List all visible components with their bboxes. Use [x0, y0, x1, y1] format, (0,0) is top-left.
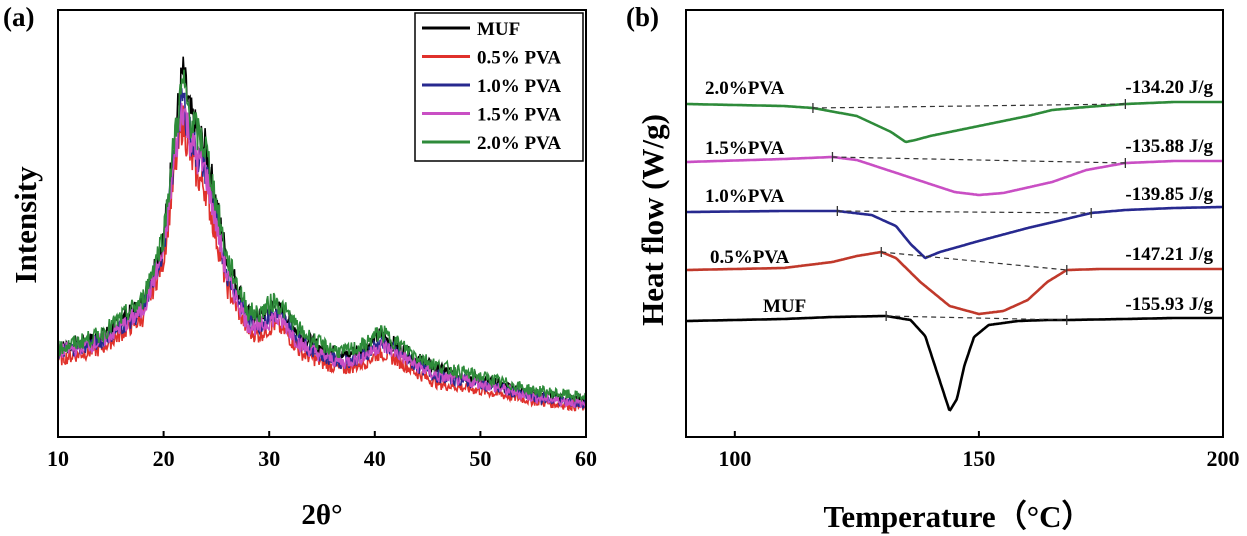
panel-a-plot	[57, 56, 587, 412]
dsc-curve-muf	[686, 314, 1223, 412]
panel-b-xlabel: Temperature（°C）	[824, 499, 1093, 534]
integration-baseline	[886, 315, 1067, 321]
dsc-curve-1-5-pva	[686, 155, 1223, 197]
series-label-1-0-pva: 1.0%PVA	[705, 186, 785, 207]
panel-a-ylabel: Intensity	[8, 166, 43, 284]
legend-label: 2.0% PVA	[477, 133, 561, 154]
panel-a-legend: MUF 0.5% PVA 1.0% PVA 1.5% PVA 2.0% PVA	[414, 12, 584, 162]
series-label-0-5-pva: 0.5%PVA	[710, 247, 790, 268]
series-label-muf: MUF	[763, 296, 806, 317]
x-tick-label: 60	[575, 446, 597, 471]
x-tick-label: 50	[469, 446, 491, 471]
series-label-1-5-pva: 1.5%PVA	[705, 138, 785, 159]
x-tick-label: 30	[258, 446, 280, 471]
panel-b-ylabel: Heat flow (W/g)	[635, 114, 670, 326]
series-line-2-0-pva	[57, 69, 587, 403]
legend-entries: MUF 0.5% PVA 1.0% PVA 1.5% PVA 2.0% PVA	[422, 19, 561, 154]
x-tick-label: 100	[718, 446, 751, 471]
enthalpy-label-1-0-pva: -139.85 J/g	[1125, 184, 1213, 205]
legend-label: 1.5% PVA	[477, 105, 561, 126]
legend-box	[414, 12, 584, 162]
panel-a-label: (a)	[3, 2, 34, 32]
dsc-curve-0-5-pva	[686, 250, 1223, 316]
panel-a: (a) Intensity 2θ° 10 20 30 40 50 60 MUF 0.5% P…	[3, 2, 597, 531]
x-tick-label: 20	[153, 446, 175, 471]
integration-baseline	[832, 156, 1126, 164]
legend-label: MUF	[477, 19, 520, 40]
panel-a-xticks: 10 20 30 40 50 60	[47, 431, 597, 471]
enthalpy-label-muf: -155.93 J/g	[1125, 294, 1213, 315]
panel-b-xticks: 100 150 200	[718, 431, 1240, 471]
integration-baseline	[812, 103, 1126, 109]
panel-a-xlabel: 2θ°	[301, 499, 342, 531]
panel-a-frame	[57, 9, 587, 438]
panel-b-plot: 2.0%PVA -134.20 J/g 1.5%PVA -135.88 J/g 1.0%…	[686, 77, 1223, 412]
panel-b: (b) Heat flow (W/g) Temperature（°C） 2.0%…	[626, 2, 1240, 534]
enthalpy-label-0-5-pva: -147.21 J/g	[1125, 244, 1213, 265]
legend-label: 0.5% PVA	[477, 48, 561, 69]
enthalpy-label-2-0-pva: -134.20 J/g	[1125, 77, 1213, 98]
integration-baseline	[881, 251, 1067, 271]
dsc-curve-2-0-pva	[686, 100, 1223, 144]
x-tick-label: 150	[962, 446, 995, 471]
x-tick-label: 200	[1207, 446, 1240, 471]
enthalpy-label-1-5-pva: -135.88 J/g	[1125, 136, 1213, 157]
series-label-2-0-pva: 2.0%PVA	[705, 78, 785, 99]
x-tick-label: 40	[364, 446, 386, 471]
integration-baseline	[837, 210, 1092, 214]
panel-b-label: (b)	[626, 2, 659, 32]
panel-b-frame	[685, 9, 1224, 438]
x-tick-label: 10	[47, 446, 69, 471]
legend-label: 1.0% PVA	[477, 76, 561, 97]
dsc-curve-1-0-pva	[686, 205, 1223, 260]
series-line-1-5-pva	[57, 102, 587, 409]
